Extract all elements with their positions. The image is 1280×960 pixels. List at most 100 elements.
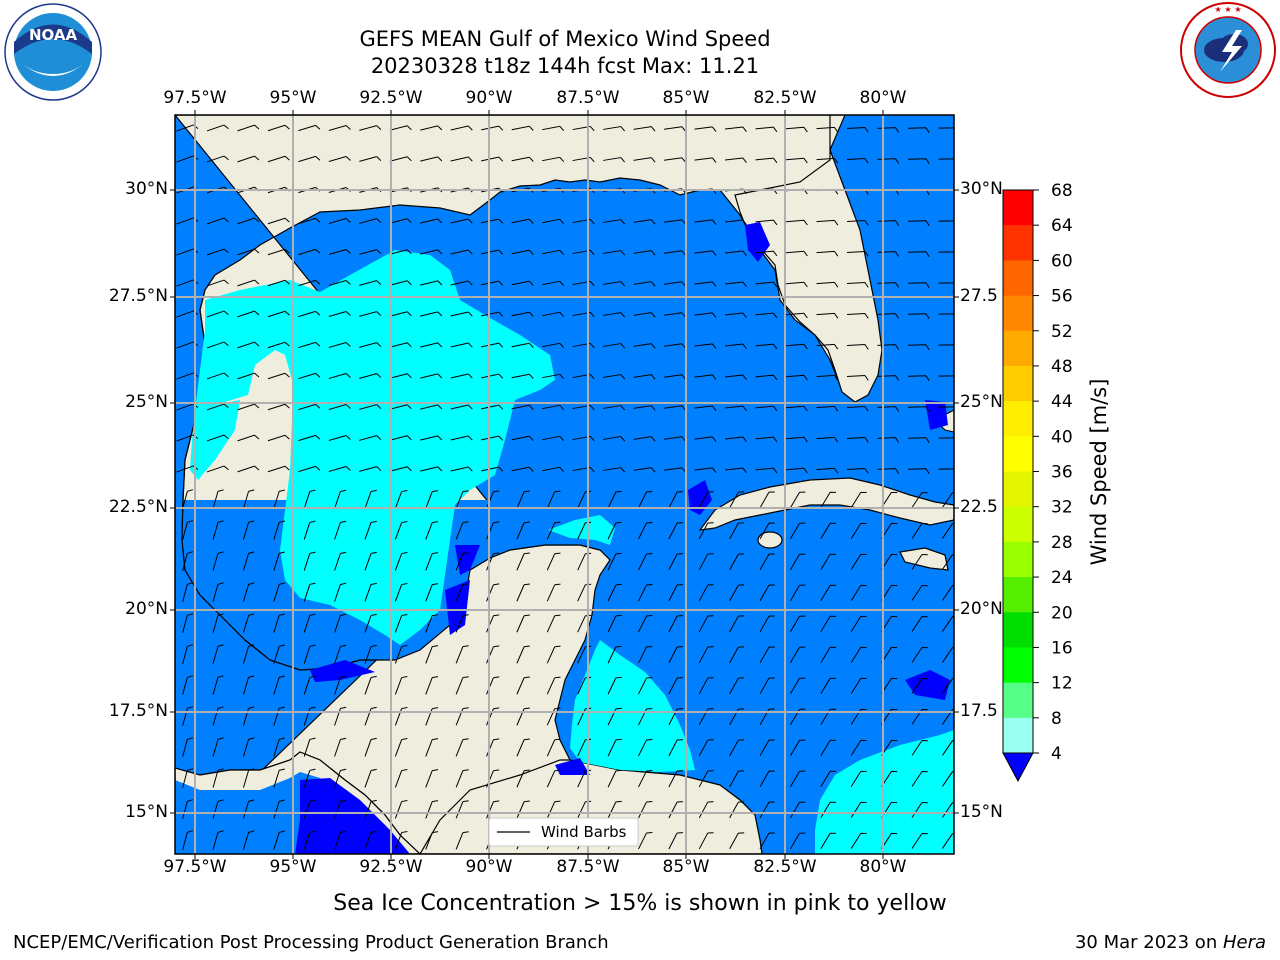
wind-barb bbox=[790, 770, 806, 788]
map-legend: Wind Barbs bbox=[488, 817, 639, 847]
wind-barb bbox=[334, 582, 347, 602]
wind-barb bbox=[273, 799, 285, 819]
noaa-logo-text: NOAA bbox=[29, 26, 78, 44]
wind-barb bbox=[511, 249, 534, 255]
wind-barb bbox=[638, 738, 653, 757]
wind-barb bbox=[516, 676, 530, 695]
wind-barb bbox=[389, 249, 412, 255]
wind-barb bbox=[698, 770, 714, 788]
wind-barb bbox=[603, 281, 626, 287]
coordinate-label: 95°W bbox=[269, 88, 317, 108]
wind-barb bbox=[790, 832, 806, 850]
colorbar-segment bbox=[1003, 295, 1033, 332]
wind-barb bbox=[542, 156, 565, 163]
land-jamaica bbox=[899, 547, 949, 571]
wind-barb bbox=[694, 157, 717, 163]
colorbar-tick-label: 8 bbox=[1051, 709, 1062, 729]
wind-barb bbox=[816, 436, 839, 443]
wind-barb bbox=[668, 553, 683, 571]
wind-barb bbox=[607, 645, 622, 664]
wind-barb bbox=[298, 465, 321, 473]
wind-barb bbox=[516, 645, 530, 664]
wind-barb bbox=[420, 466, 443, 472]
wind-barb bbox=[664, 281, 686, 287]
wind-barb bbox=[364, 520, 377, 540]
colorbar-tick-label: 28 bbox=[1051, 533, 1073, 553]
wind-barb bbox=[907, 437, 930, 443]
wind-field-under4-caribbean bbox=[905, 670, 950, 700]
wind-barb bbox=[206, 279, 229, 287]
wind-barb bbox=[455, 521, 469, 540]
wind-barb bbox=[328, 466, 351, 472]
wind-barb bbox=[420, 156, 443, 162]
wind-barb bbox=[668, 801, 683, 819]
chart-title: GEFS MEAN Gulf of Mexico Wind Speed bbox=[359, 27, 771, 51]
wind-barb bbox=[816, 126, 839, 133]
wind-barb bbox=[182, 613, 194, 633]
colorbar-tick-label: 56 bbox=[1051, 287, 1073, 307]
sea-ice-caption: Sea Ice Concentration > 15% is shown in … bbox=[333, 891, 947, 916]
wind-barb bbox=[206, 372, 229, 380]
wind-barb bbox=[816, 467, 839, 474]
wind-barb bbox=[242, 830, 255, 850]
wind-barb bbox=[212, 799, 224, 819]
wind-barb bbox=[877, 282, 900, 288]
wind-barb bbox=[334, 737, 347, 757]
wind-barb bbox=[607, 769, 622, 788]
wind-barb bbox=[694, 312, 717, 318]
wind-barb bbox=[729, 553, 745, 571]
colorbar-segment bbox=[1003, 260, 1033, 297]
wind-barb bbox=[542, 466, 565, 473]
wind-barb bbox=[420, 280, 443, 286]
wind-barb bbox=[359, 311, 382, 317]
wind-barb bbox=[334, 551, 347, 571]
wind-barb bbox=[389, 404, 412, 410]
wind-barb bbox=[638, 769, 653, 788]
wind-barb bbox=[911, 584, 928, 601]
wind-barb bbox=[820, 677, 836, 694]
wind-barb bbox=[820, 615, 836, 632]
wind-barb bbox=[759, 801, 775, 819]
wind-barb bbox=[298, 372, 321, 380]
wind-barb bbox=[638, 552, 653, 571]
wind-barb bbox=[729, 646, 745, 664]
wind-barb bbox=[633, 405, 656, 411]
wind-barb bbox=[420, 373, 443, 379]
wind-barb bbox=[359, 280, 382, 286]
wind-barb bbox=[516, 521, 530, 540]
noaa-logo: NOAA bbox=[4, 3, 102, 101]
wind-barb bbox=[790, 646, 806, 664]
wind-barb bbox=[267, 465, 290, 473]
wind-barb bbox=[455, 769, 469, 788]
wind-barb bbox=[364, 644, 377, 664]
wind-barb bbox=[668, 832, 683, 850]
wind-barb bbox=[455, 800, 469, 819]
wind-barb bbox=[511, 342, 534, 348]
chart-subtitle: 20230328 t18z 144h fcst Max: 11.21 bbox=[370, 54, 760, 78]
wind-barb bbox=[911, 553, 928, 570]
wind-barb bbox=[633, 250, 656, 256]
wind-barb bbox=[303, 675, 316, 695]
wind-barb bbox=[638, 521, 653, 540]
wind-barb bbox=[603, 157, 626, 163]
wind-barb bbox=[694, 467, 717, 473]
wind-barb bbox=[877, 375, 900, 381]
colorbar-tick-label: 40 bbox=[1051, 427, 1073, 447]
wind-barb bbox=[303, 582, 316, 602]
wind-barb bbox=[820, 491, 836, 508]
wind-barb bbox=[729, 832, 745, 850]
wind-barb bbox=[759, 646, 775, 664]
wind-barb bbox=[846, 406, 869, 412]
wind-barb bbox=[303, 799, 316, 819]
coordinate-label: 25°N bbox=[125, 392, 168, 412]
wind-barb bbox=[755, 467, 778, 474]
coordinate-label: 87.5°W bbox=[556, 88, 620, 108]
wind-barb bbox=[328, 373, 351, 379]
wind-barb bbox=[816, 219, 839, 226]
wind-barb bbox=[394, 738, 408, 757]
wind-barb bbox=[206, 124, 229, 132]
wind-barb bbox=[450, 125, 473, 131]
wind-barb bbox=[303, 551, 316, 571]
wind-barb bbox=[389, 125, 412, 131]
colorbar-tick-label: 32 bbox=[1051, 498, 1073, 518]
